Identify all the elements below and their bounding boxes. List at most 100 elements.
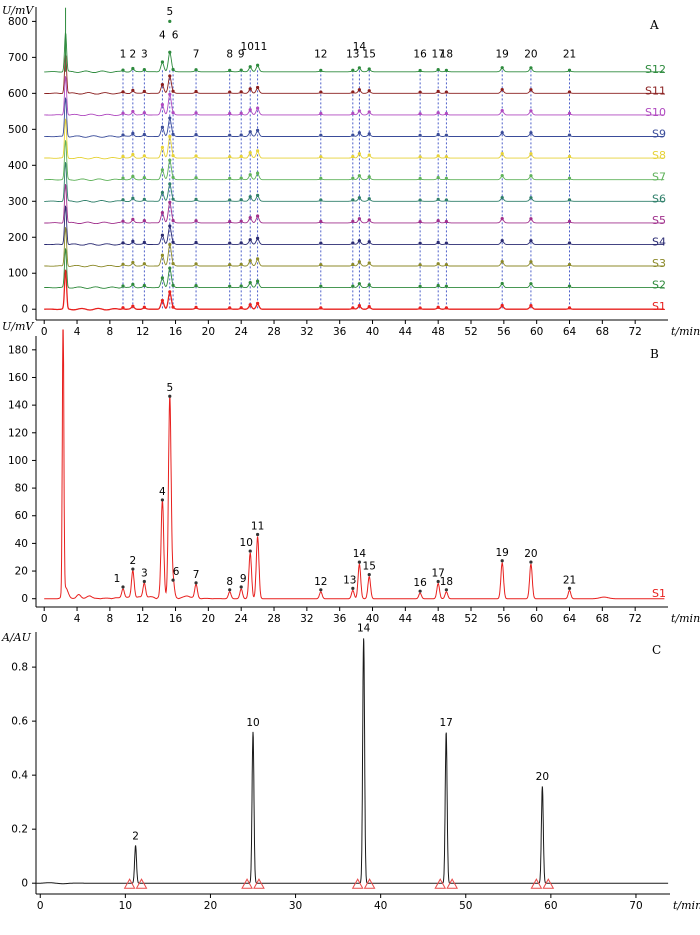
peak-marker	[418, 241, 422, 245]
peak-marker	[168, 200, 172, 204]
series-label-s12: S12	[645, 63, 666, 76]
peak-marker	[248, 151, 252, 155]
y-tick-label: 80	[15, 483, 28, 495]
peak-marker	[239, 241, 243, 245]
peak-marker	[160, 168, 164, 172]
peak-marker	[171, 89, 175, 93]
peak-marker	[168, 224, 172, 228]
y-tick-label: 20	[15, 566, 28, 578]
series-label-s4: S4	[652, 235, 666, 248]
y-axis-label: U/mV	[2, 320, 34, 333]
peak-marker	[256, 193, 260, 197]
peak-marker	[367, 305, 371, 309]
peak-marker	[319, 306, 323, 310]
peak-marker	[436, 132, 440, 137]
x-axis-label: t/min	[673, 899, 700, 912]
peak-marker	[121, 90, 125, 94]
peak-marker	[436, 175, 440, 180]
x-tick-label: 16	[169, 326, 183, 338]
peak-marker	[351, 133, 355, 137]
peak-marker	[248, 238, 252, 242]
peak-number-label: 20	[536, 771, 549, 783]
peak-marker	[131, 174, 135, 178]
panel-title: C	[652, 643, 661, 657]
peak-number-label: 5	[166, 6, 173, 18]
peak-marker	[171, 261, 175, 266]
peak-marker	[171, 218, 175, 223]
peak-marker	[171, 283, 175, 287]
y-tick-label: 0.4	[11, 770, 28, 782]
peak-marker	[357, 174, 361, 178]
peak-number-label: 12	[314, 48, 327, 60]
peak-marker	[567, 241, 572, 245]
trace-s11	[44, 54, 665, 95]
peak-marker	[171, 67, 175, 72]
x-tick-label: 60	[530, 613, 543, 625]
peak-marker	[256, 236, 260, 240]
trace-s1	[44, 269, 665, 311]
peak-marker	[228, 111, 232, 116]
peak-marker	[436, 89, 440, 93]
y-tick-label: 800	[8, 16, 28, 28]
peak-marker	[168, 158, 172, 162]
x-tick-label: 48	[431, 326, 444, 338]
peak-marker	[228, 306, 232, 310]
x-tick-label: 72	[628, 326, 641, 338]
peak-marker	[248, 173, 252, 177]
peak-marker	[567, 68, 572, 72]
peak-marker	[168, 74, 172, 78]
integration-marker	[363, 878, 376, 889]
y-tick-label: 100	[8, 268, 28, 280]
peak-marker	[228, 262, 232, 267]
peak-marker	[171, 197, 175, 201]
peak-marker	[418, 68, 422, 73]
x-tick-label: 64	[563, 326, 577, 338]
y-tick-label: 0	[21, 878, 28, 890]
trace-s5	[44, 183, 665, 225]
peak-marker	[160, 60, 164, 64]
peak-marker	[160, 498, 164, 502]
peak-marker	[567, 219, 572, 223]
peak-marker	[160, 190, 164, 195]
peak-number-label: 5	[166, 382, 173, 394]
peak-marker	[194, 111, 198, 115]
peak-marker	[160, 298, 164, 303]
peak-marker	[248, 130, 252, 134]
peak-marker	[567, 306, 572, 310]
peak-marker	[367, 67, 371, 71]
peak-marker	[171, 154, 175, 158]
peak-marker	[319, 111, 323, 116]
integration-marker	[351, 878, 364, 889]
peak-marker	[351, 219, 355, 223]
y-tick-label: 140	[8, 400, 28, 412]
peak-marker	[239, 198, 243, 202]
peak-marker	[319, 68, 323, 72]
peak-marker	[567, 133, 572, 137]
peak-marker	[121, 284, 125, 288]
peak-number-label: 19	[496, 48, 509, 60]
peak-number-label: 17	[431, 48, 444, 60]
peak-marker	[444, 262, 448, 267]
y-tick-label: 120	[8, 427, 28, 439]
peak-marker	[160, 125, 164, 129]
peak-number-label: 11	[254, 41, 267, 53]
trace-s7	[44, 140, 665, 181]
peak-marker	[168, 290, 172, 294]
peak-marker	[171, 305, 175, 309]
peak-marker	[142, 132, 146, 137]
peak-marker	[567, 262, 572, 267]
series-label-s11: S11	[645, 84, 666, 97]
peak-number-label: 6	[173, 566, 180, 578]
peak-marker	[131, 260, 135, 265]
peak-marker	[357, 66, 361, 70]
series-label-s7: S7	[652, 171, 666, 184]
peak-marker	[444, 198, 448, 202]
peak-marker	[357, 260, 361, 264]
trace-s8	[44, 118, 665, 160]
peak-marker	[418, 589, 422, 593]
x-tick-label: 36	[333, 613, 347, 625]
peak-marker	[529, 260, 533, 264]
x-tick-label: 68	[596, 613, 609, 625]
peak-marker	[444, 588, 448, 592]
x-tick-label: 44	[399, 613, 413, 625]
